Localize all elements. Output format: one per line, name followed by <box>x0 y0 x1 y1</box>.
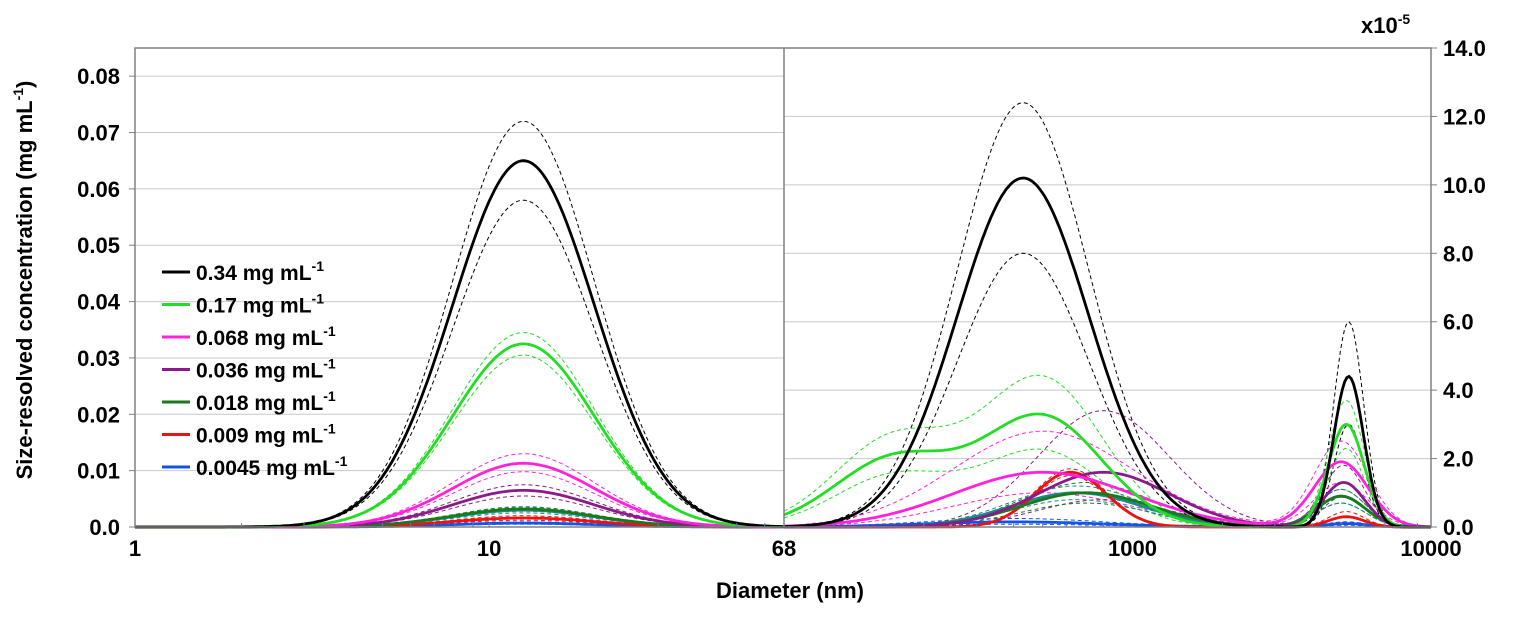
legend-entry: 0.068 mg mL-1 <box>196 323 336 350</box>
left-band-lower <box>135 471 784 528</box>
grid-lines <box>135 75 1431 472</box>
right-series-line <box>784 520 1431 529</box>
legend-entry: 0.17 mg mL-1 <box>196 291 324 318</box>
right-y-tick-label: 10.0 <box>1443 173 1486 198</box>
right-series-line <box>783 412 1431 529</box>
left-y-tick-label: 0.07 <box>77 121 120 146</box>
right-y-tick-label: 12.0 <box>1443 104 1486 129</box>
left-y-tick-label: 0.03 <box>77 346 120 371</box>
y-axis-title: Size-resolved concentration (mg mL-1) <box>10 81 37 480</box>
x-tick-label: 68 <box>772 536 796 561</box>
left-y-tick-label: 0.08 <box>77 64 120 89</box>
right-y-tick-label: 4.0 <box>1443 378 1474 403</box>
left-y-tick-label: 0.05 <box>77 233 120 258</box>
x-tick-label: 10000 <box>1400 536 1461 561</box>
right-y-tick-label: 0.0 <box>1443 515 1474 540</box>
right-series-line <box>784 176 1431 529</box>
legend-entry: 0.036 mg mL-1 <box>196 356 336 383</box>
axis-ticks: 0.0 0.01 0.02 0.03 0.04 0.05 0.06 0.07 0.08 0.0 2.… <box>77 36 1486 561</box>
left-y-tick-label: 0.01 <box>77 459 120 484</box>
right-band-upper <box>783 374 1431 528</box>
right-y-tick-label: 6.0 <box>1443 310 1474 335</box>
right-y-tick-label: 8.0 <box>1443 241 1474 266</box>
x-tick-label: 1000 <box>1108 536 1157 561</box>
left-y-tick-label: 0.0 <box>89 515 120 540</box>
right-y-tick-label: 2.0 <box>1443 447 1474 472</box>
legend-entry: 0.34 mg mL-1 <box>196 258 324 285</box>
right-axis-multiplier: x10-5 <box>1361 11 1410 38</box>
left-y-tick-label: 0.06 <box>77 177 120 202</box>
plot-frame <box>134 47 1432 528</box>
legend-entry: 0.009 mg mL-1 <box>196 421 336 448</box>
legend-entry: 0.0045 mg mL-1 <box>196 453 348 480</box>
left-y-tick-label: 0.04 <box>77 290 121 315</box>
right-y-tick-label: 14.0 <box>1443 36 1486 61</box>
left-y-tick-label: 0.02 <box>77 402 120 427</box>
legend: 0.34 mg mL-1 0.17 mg mL-1 0.068 mg mL-1 0.0… <box>162 258 348 480</box>
legend-entry: 0.018 mg mL-1 <box>196 388 336 415</box>
x-tick-label: 1 <box>129 536 141 561</box>
right-series-line <box>783 460 1432 529</box>
x-axis-title: Diameter (nm) <box>716 578 864 603</box>
x-tick-label: 10 <box>477 536 501 561</box>
